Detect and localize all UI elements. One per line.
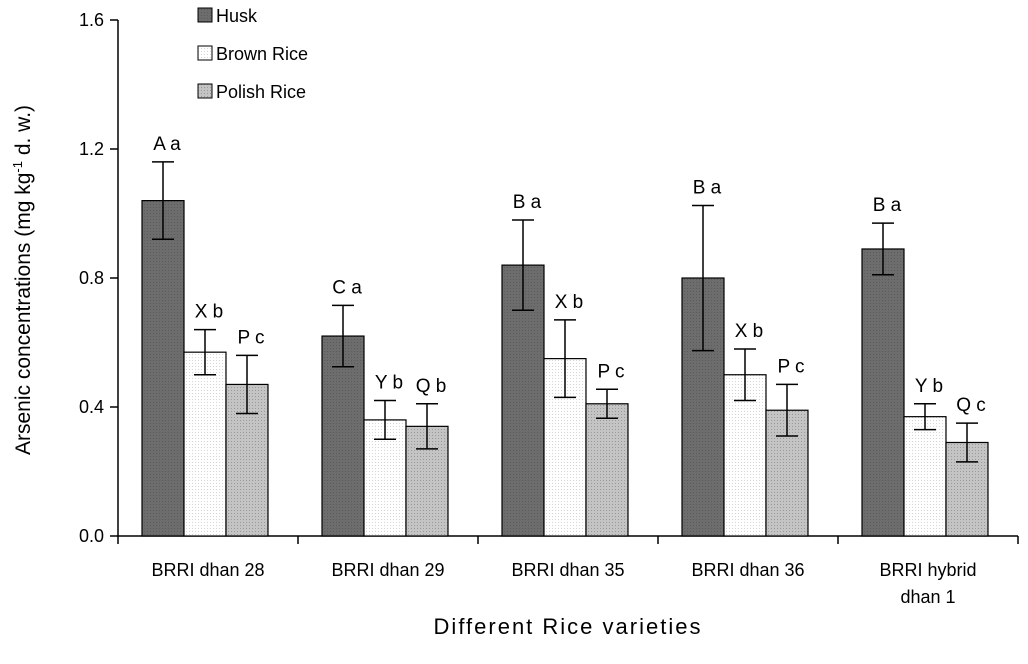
significance-label: Q b xyxy=(416,376,447,397)
significance-label: X b xyxy=(555,292,584,313)
significance-label: P c xyxy=(237,327,264,348)
significance-label: Y b xyxy=(375,373,403,394)
category-label: BRRI dhan 36 xyxy=(691,560,804,580)
category-label: BRRI dhan 29 xyxy=(331,560,444,580)
bar-brown-rice xyxy=(723,374,767,537)
category-label: BRRI hybrid xyxy=(879,560,976,580)
legend-label: Polish Rice xyxy=(216,82,306,102)
significance-label: B a xyxy=(873,195,902,216)
significance-label: A a xyxy=(153,134,181,155)
y-tick-label: 0.0 xyxy=(79,526,104,546)
bars: A a C a B a B a B a X b Y b X b X b Y b P c Q b P c P… xyxy=(141,134,989,537)
category-label: BRRI dhan 28 xyxy=(151,560,264,580)
bar-husk xyxy=(321,335,365,537)
bar-brown-rice xyxy=(903,416,947,537)
legend-swatch-polish-rice xyxy=(197,83,213,99)
legend: Husk Brown Rice Polish Rice xyxy=(197,6,308,102)
y-tick-label: 1.6 xyxy=(79,10,104,30)
y-tick-label: 1.2 xyxy=(79,139,104,159)
x-axis-label: Different Rice varieties xyxy=(434,614,703,639)
significance-label: Q c xyxy=(956,395,986,416)
legend-label: Husk xyxy=(216,6,258,26)
category-label: BRRI dhan 35 xyxy=(511,560,624,580)
significance-label: X b xyxy=(195,302,224,323)
bar-brown-rice xyxy=(183,351,227,537)
significance-label: X b xyxy=(735,321,764,342)
significance-label: P c xyxy=(597,361,624,382)
y-tick-label: 0.4 xyxy=(79,397,104,417)
bar-husk xyxy=(141,200,185,537)
bar-polish-rice xyxy=(585,403,629,537)
significance-label: C a xyxy=(332,277,362,298)
significance-label: B a xyxy=(513,192,542,213)
legend-swatch-brown-rice xyxy=(197,45,213,61)
x-axis: BRRI dhan 28 BRRI dhan 29 BRRI dhan 35 BRRI… xyxy=(117,535,1019,607)
legend-swatch-husk xyxy=(197,7,213,23)
significance-label: B a xyxy=(693,177,722,198)
significance-label: P c xyxy=(777,356,804,377)
legend-label: Brown Rice xyxy=(216,44,308,64)
y-axis-label: Arsenic concentrations (mg kg-1 d. w.) xyxy=(10,105,35,455)
category-label: dhan 1 xyxy=(900,587,955,607)
bar-husk xyxy=(861,248,905,537)
y-axis: 0.0 0.4 0.8 1.2 1.6 xyxy=(79,10,119,546)
significance-label: Y b xyxy=(915,376,943,397)
y-tick-label: 0.8 xyxy=(79,268,104,288)
